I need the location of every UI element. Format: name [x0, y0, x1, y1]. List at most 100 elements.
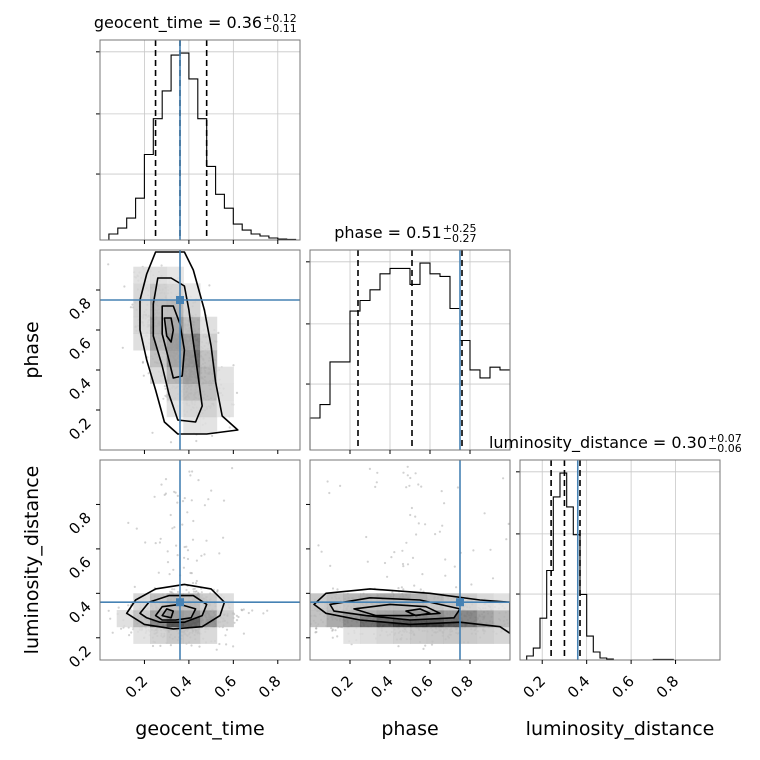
sample-point [505, 538, 508, 541]
sample-point [413, 584, 416, 587]
contour-level-1 [139, 251, 239, 435]
sample-point [208, 284, 211, 287]
density-bin [200, 400, 218, 418]
sample-point [151, 431, 154, 434]
sample-point [440, 490, 443, 493]
density-bin [150, 350, 168, 368]
frame-layer [96, 39, 721, 664]
sample-point [164, 492, 167, 495]
sample-point [194, 590, 197, 593]
density-bin [360, 626, 378, 644]
density-bin [216, 366, 234, 384]
density-bin [150, 626, 168, 644]
sample-point [438, 530, 441, 533]
sample-point [405, 541, 408, 544]
sample-point [393, 551, 396, 554]
sample-point [181, 500, 185, 503]
sample-point [183, 497, 186, 500]
sample-point [135, 527, 138, 530]
sample-point [233, 621, 236, 624]
sample-point [444, 574, 447, 577]
sample-point [217, 331, 220, 334]
density-bin [410, 626, 428, 644]
density-bin [183, 283, 201, 301]
density-bin [183, 333, 201, 351]
sample-point [185, 545, 188, 548]
sample-point [173, 588, 176, 591]
sample-point [430, 643, 434, 646]
panel-frame [519, 459, 721, 661]
sample-point [153, 495, 156, 498]
sample-point [159, 644, 162, 648]
sample-point [195, 590, 198, 593]
sample-point [216, 590, 219, 593]
density-bin [426, 626, 444, 644]
density-bin [200, 610, 218, 628]
sample-point [190, 572, 193, 575]
sample-point [169, 441, 173, 444]
sample-point [334, 629, 337, 632]
sample-point [169, 513, 172, 517]
sample-point [218, 642, 221, 646]
histogram-phase [309, 262, 510, 450]
sample-point [222, 536, 225, 539]
sample-point [120, 627, 123, 630]
sample-point [225, 643, 228, 646]
data-layer [100, 40, 720, 661]
sample-point [491, 577, 495, 580]
sample-point [326, 480, 329, 483]
density-bin [183, 383, 201, 401]
sample-point [424, 523, 427, 526]
density-bin [133, 626, 151, 644]
sample-point [235, 619, 239, 622]
density-bin [200, 333, 218, 351]
density-bin [443, 626, 461, 644]
sample-point [456, 486, 459, 489]
sample-point [315, 630, 318, 634]
sample-point [409, 513, 412, 517]
sample-point [195, 559, 198, 562]
sample-point [186, 549, 190, 552]
sample-point [235, 614, 238, 617]
density-bin [476, 626, 494, 644]
sample-point [328, 491, 331, 495]
sample-point [127, 604, 130, 607]
sample-point [160, 483, 163, 486]
sample-point [185, 588, 188, 592]
sample-point [198, 645, 201, 648]
sample-point [182, 566, 185, 569]
title-lower-error-phase: −0.27 [443, 232, 477, 245]
sample-point [171, 588, 174, 591]
sample-point [331, 628, 334, 631]
panel-frame [309, 459, 511, 661]
sample-point [192, 590, 196, 593]
sample-point [408, 484, 411, 487]
sample-point [247, 611, 250, 615]
contour-level-4 [405, 608, 431, 617]
sample-point [262, 612, 265, 615]
sample-point [173, 490, 176, 493]
sample-point [419, 588, 422, 591]
sample-point [211, 434, 214, 437]
panel-frame [309, 249, 511, 451]
sample-point [231, 467, 234, 470]
sample-point [129, 306, 132, 309]
sample-point [386, 575, 389, 578]
density-bin [200, 366, 218, 384]
sample-point [147, 372, 150, 375]
sample-point [339, 484, 342, 487]
sample-point [171, 527, 174, 530]
sample-point [218, 552, 221, 555]
panel-frame [99, 249, 301, 451]
sample-point [414, 472, 417, 475]
sample-point [315, 627, 318, 630]
sample-point [117, 606, 120, 609]
sample-point [453, 565, 456, 568]
sample-point [314, 627, 318, 630]
sample-point [331, 587, 335, 590]
sample-point [162, 397, 165, 400]
truth-marker [456, 598, 464, 607]
sample-point [176, 554, 179, 557]
sample-point [133, 585, 136, 589]
contour-level-4 [161, 608, 175, 619]
